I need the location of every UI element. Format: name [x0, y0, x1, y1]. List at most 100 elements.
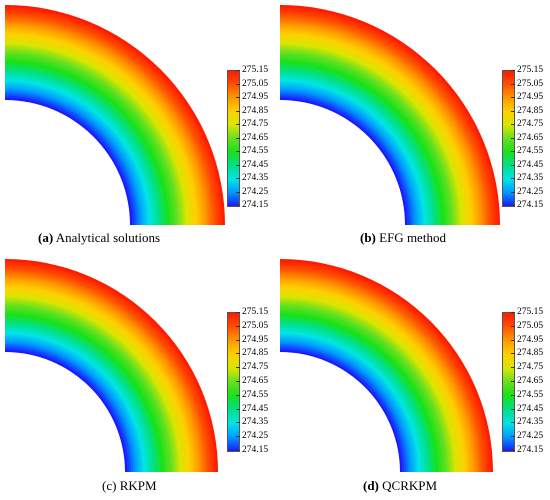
colorbar-tick-label: 275.15	[242, 65, 269, 75]
colorbar-tick-mark	[236, 312, 240, 313]
colorbar-tick-mark	[511, 110, 515, 112]
colorbar-tick-mark	[236, 436, 240, 438]
colorbar-tick-label: 274.85	[242, 348, 269, 359]
colorbar-tick-mark	[236, 367, 240, 369]
colorbar-tick-mark	[511, 436, 515, 438]
caption-text-b: EFG method	[379, 230, 446, 245]
colorbar-tick-mark	[511, 367, 515, 369]
colorbar-tick-label: 274.95	[242, 334, 269, 345]
caption-a: (a) Analytical solutions	[38, 230, 160, 246]
colorbar-tick-mark	[236, 151, 240, 152]
colorbar-tick-mark	[511, 83, 515, 85]
panel-d: 275.15 275.05 274.95 274.85 274.75 274.65 274.…	[275, 250, 550, 500]
colorbar-tick-mark	[236, 339, 240, 341]
colorbar-tick-mark	[236, 408, 240, 410]
colorbar-c	[227, 312, 240, 452]
colorbar-tick-mark	[236, 191, 240, 193]
colorbar-tick-label: 274.95	[242, 92, 269, 102]
colorbar-tick-mark	[511, 191, 515, 193]
colorbar-tick-mark	[236, 97, 240, 98]
colorbar-tick-mark	[511, 450, 515, 451]
caption-b: (b) EFG method	[360, 230, 446, 246]
colorbar-tick-label: 275.05	[517, 78, 544, 89]
colorbar-tick-label: 275.05	[517, 320, 544, 331]
colorbar-a	[227, 70, 240, 207]
annulus-plot-a	[5, 5, 225, 226]
colorbar-tick-label: 274.75	[242, 119, 269, 129]
colorbar-tick-mark	[511, 124, 515, 125]
panel-c: 275.15 275.05 274.95 274.85 274.75 274.65 274.…	[0, 250, 275, 500]
colorbar-tick-mark	[511, 137, 515, 139]
caption-c: (c) RKPM	[102, 478, 157, 494]
colorbar-tick-label: 274.25	[242, 431, 269, 442]
colorbar-tick-mark	[511, 339, 515, 341]
colorbar-tick-label: 274.15	[242, 200, 269, 210]
annulus-hole	[5, 352, 125, 472]
colorbar-tick-label: 274.35	[517, 173, 544, 183]
panel-a: 275.15 275.05 274.95 274.85 274.75 274.65 274.…	[0, 0, 275, 250]
colorbar-tick-mark	[511, 325, 515, 327]
caption-d: (d) QCRKPM	[363, 478, 437, 494]
colorbar-tick-label: 274.45	[242, 159, 269, 170]
colorbar-tick-mark	[511, 394, 515, 396]
colorbar-tick-mark	[511, 97, 515, 98]
colorbar-tick-label: 275.05	[242, 78, 269, 89]
colorbar-tick-mark	[236, 83, 240, 85]
colorbar-tick-mark	[236, 353, 240, 355]
colorbar-tick-label: 274.45	[517, 403, 544, 414]
colorbar-tick-label: 274.75	[517, 119, 544, 129]
colorbar-tick-mark	[236, 137, 240, 139]
colorbar-tick-label: 274.85	[517, 348, 544, 359]
colorbar-tick-label: 274.25	[242, 186, 269, 197]
colorbar-tick-mark	[236, 450, 240, 451]
panel-b: 275.15 275.05 274.95 274.85 274.75 274.65 274.…	[275, 0, 550, 250]
colorbar-tick-label: 274.65	[517, 376, 544, 386]
colorbar-tick-mark	[511, 178, 515, 179]
annulus-plot-c	[5, 259, 218, 472]
colorbar-tick-mark	[511, 70, 515, 71]
colorbar-tick-mark	[511, 408, 515, 410]
colorbar-tick-label: 275.15	[242, 307, 269, 317]
colorbar-b	[502, 70, 515, 207]
annulus-hole	[280, 352, 400, 472]
caption-text-d: QCRKPM	[382, 478, 438, 493]
colorbar-tick-label: 274.85	[517, 105, 544, 116]
colorbar-tick-label: 274.15	[242, 445, 269, 455]
caption-letter-a: (a)	[38, 230, 54, 245]
colorbar-tick-label: 274.75	[517, 362, 544, 373]
caption-text-a: Analytical solutions	[55, 230, 161, 245]
colorbar-tick-mark	[511, 151, 515, 152]
colorbar-tick-label: 274.35	[517, 417, 544, 428]
colorbar-tick-label: 274.95	[517, 334, 544, 345]
colorbar-tick-mark	[511, 205, 515, 206]
colorbar-tick-mark	[236, 422, 240, 424]
colorbar-tick-mark	[236, 70, 240, 71]
colorbar-tick-label: 274.35	[242, 417, 269, 428]
annulus-plot-b	[280, 5, 500, 226]
colorbar-tick-label: 274.65	[242, 376, 269, 386]
colorbar-tick-mark	[511, 353, 515, 355]
colorbar-tick-label: 274.55	[242, 146, 269, 156]
colorbar-tick-mark	[236, 110, 240, 112]
colorbar-tick-label: 274.75	[242, 362, 269, 373]
caption-letter-b: (b)	[360, 230, 376, 245]
caption-letter-c: (c)	[102, 478, 117, 493]
colorbar-tick-mark	[236, 205, 240, 206]
colorbar-tick-mark	[236, 164, 240, 166]
colorbar-tick-mark	[236, 325, 240, 327]
caption-letter-d: (d)	[363, 478, 379, 493]
colorbar-tick-label: 274.55	[517, 146, 544, 156]
colorbar-tick-mark	[511, 164, 515, 166]
colorbar-tick-label: 274.25	[517, 431, 544, 442]
colorbar-tick-label: 274.55	[517, 389, 544, 400]
colorbar-tick-label: 274.15	[517, 445, 544, 455]
colorbar-tick-label: 274.95	[517, 92, 544, 102]
colorbar-tick-mark	[511, 312, 515, 313]
colorbar-tick-label: 274.45	[517, 159, 544, 170]
colorbar-tick-label: 274.45	[242, 403, 269, 414]
annulus-hole	[5, 100, 130, 225]
colorbar-tick-mark	[236, 178, 240, 179]
annulus-hole	[280, 100, 405, 225]
colorbar-tick-mark	[236, 124, 240, 125]
colorbar-tick-mark	[511, 381, 515, 382]
